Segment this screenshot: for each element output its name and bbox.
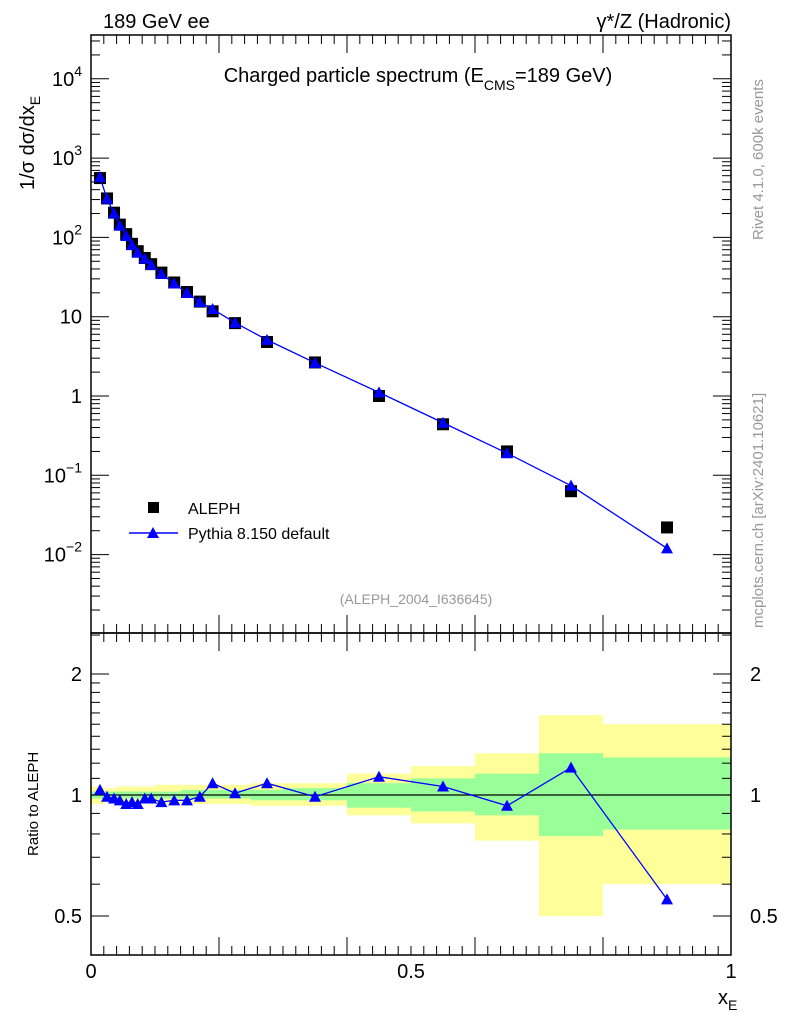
band-stat (206, 789, 219, 799)
pythia-point (120, 230, 133, 242)
ratio-y-tick-label-right: 1 (750, 785, 761, 807)
ratio-point (145, 792, 158, 804)
ratio-point (131, 797, 144, 809)
x-tick-label: 0.5 (397, 961, 425, 983)
pythia-point (108, 207, 121, 219)
ratio-point (229, 787, 241, 799)
ratio-point (113, 794, 126, 806)
y-axis-label: 1/σ dσ/dxE (17, 96, 43, 190)
pythia-line (99, 176, 668, 549)
chart-title: Charged particle spectrum (ECMS=189 GeV) (224, 65, 613, 93)
aleph-point (661, 521, 673, 534)
x-axis-label: xE (718, 987, 737, 1013)
ratio-y-tick-label-right: 2 (750, 664, 761, 686)
pythia-point (181, 287, 193, 299)
ratio-y-tick-label: 1 (71, 785, 82, 807)
legend-label-aleph: ALEPH (188, 501, 240, 518)
pythia-point (501, 447, 513, 459)
pythia-point (138, 252, 151, 264)
legend-label-pythia: Pythia 8.150 default (188, 526, 330, 543)
pythia-point (661, 542, 673, 554)
pythia-point (131, 246, 144, 258)
ratio-point (565, 761, 577, 773)
main-frame (90, 34, 732, 634)
pythia-point (309, 356, 321, 368)
x-tick-label: 1 (725, 961, 736, 983)
ratio-y-label: Ratio to ALEPH (25, 752, 42, 856)
pythia-point (145, 258, 158, 270)
pythia-point (93, 171, 106, 183)
pythia-point (437, 416, 449, 428)
mcplots-label: mcplots.cern.ch [arXiv:2401.10621] (750, 393, 767, 628)
ratio-point (93, 783, 106, 795)
pythia-point (101, 192, 113, 204)
header-left: 189 GeV ee (103, 11, 210, 33)
ratio-point (168, 794, 181, 806)
y-tick-label: 102 (52, 221, 82, 249)
ratio-point (181, 794, 193, 806)
pythia-point (565, 479, 577, 491)
ratio-point (155, 796, 168, 808)
ratio-point (437, 780, 449, 792)
ratio-point (373, 770, 385, 782)
annotation: (ALEPH_2004_I636645) (340, 591, 493, 607)
ratio-y-tick-label: 2 (71, 664, 82, 686)
ratio-point (661, 893, 673, 905)
pythia-point (261, 333, 273, 345)
ratio-point (501, 799, 513, 811)
ratio-point (309, 790, 321, 802)
rivet-label: Rivet 4.1.0, 600k events (750, 79, 767, 240)
y-tick-label: 10 (60, 307, 82, 329)
pythia-point (206, 303, 219, 315)
header-right: γ*/Z (Hadronic) (597, 11, 731, 33)
pythia-point (113, 219, 126, 231)
pythia-point (155, 267, 168, 279)
pythia-point (125, 239, 138, 251)
pythia-point (168, 277, 181, 289)
ratio-y-tick-label-right: 0.5 (750, 906, 778, 928)
main-panel: 10−2 10−1 1 10 102 103 104 (44, 34, 732, 634)
y-tick-label: 1 (71, 386, 82, 408)
y-tick-label: 104 (52, 63, 82, 91)
band-stat (180, 789, 194, 799)
pythia-point (193, 296, 206, 308)
ratio-panel: 0 0.5 1 0.5 0.5 1 1 2 2 (54, 632, 778, 983)
y-tick-label: 10−2 (44, 539, 82, 567)
ratio-y-tick-label: 0.5 (54, 906, 82, 928)
ratio-point (101, 790, 113, 802)
legend-marker-aleph (148, 502, 159, 513)
pythia-point (229, 316, 241, 328)
y-tick-label: 103 (52, 142, 82, 170)
pythia-point (373, 386, 385, 398)
y-tick-label: 10−1 (44, 459, 82, 487)
legend-marker-pythia (147, 527, 159, 538)
ratio-point (261, 777, 273, 789)
ratio-point (206, 777, 219, 789)
x-tick-label: 0 (85, 961, 96, 983)
band-stat (603, 757, 731, 830)
ratio-point (193, 790, 206, 802)
